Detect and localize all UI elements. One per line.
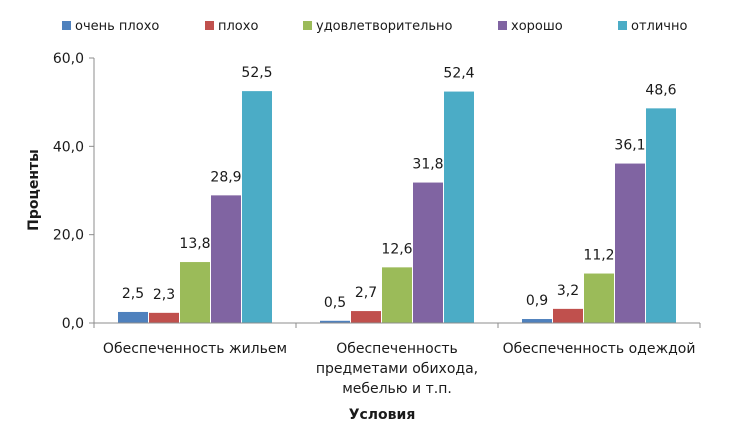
legend-label: удовлетворительно <box>316 19 453 34</box>
y-axis: 0,0 20,0 40,0 60,0 <box>53 51 95 332</box>
legend-swatch <box>618 21 627 30</box>
bar <box>149 312 179 323</box>
bar <box>382 267 412 323</box>
data-label: 31,8 <box>412 157 443 173</box>
legend-label: отлично <box>631 19 687 34</box>
legend-swatch <box>498 21 507 30</box>
bar <box>646 108 676 323</box>
data-label: 13,8 <box>179 236 210 252</box>
legend-swatch <box>303 21 312 30</box>
legend-item: отлично <box>618 19 687 34</box>
bar <box>180 262 210 323</box>
y-tick-label: 0,0 <box>62 316 84 332</box>
data-label: 0,9 <box>526 293 548 309</box>
category-label: Обеспеченность одеждой <box>503 341 696 357</box>
data-label: 3,2 <box>557 283 579 299</box>
legend-label: хорошо <box>511 19 563 34</box>
y-tick-label: 40,0 <box>53 139 84 155</box>
bar <box>413 182 443 323</box>
legend-item: плохо <box>205 19 258 34</box>
legend: очень плохо плохо удовлетворительно хорошо о… <box>62 19 687 34</box>
bar <box>584 273 614 323</box>
x-axis-title: Условия <box>349 407 416 423</box>
data-label: 28,9 <box>210 169 241 185</box>
plot-area: 2,5 2,3 13,8 28,9 52,5 0,5 2,7 12,6 31,8 52,4 0,9 3… <box>118 65 677 323</box>
legend-item: хорошо <box>498 19 563 34</box>
legend-swatch <box>205 21 214 30</box>
data-label: 0,5 <box>324 295 346 311</box>
bar <box>242 91 272 323</box>
y-tick-label: 60,0 <box>53 51 84 67</box>
legend-swatch <box>62 21 71 30</box>
bar <box>522 319 552 323</box>
data-label: 52,5 <box>241 65 272 81</box>
category-label: Обеспеченность предметами обихода, мебелью… <box>316 341 478 397</box>
bar <box>444 91 474 323</box>
data-label: 52,4 <box>443 66 474 82</box>
data-label: 2,5 <box>122 286 144 302</box>
legend-label: плохо <box>218 19 258 34</box>
data-label: 12,6 <box>381 241 412 257</box>
bar <box>553 308 583 323</box>
legend-item: удовлетворительно <box>303 19 453 34</box>
bar <box>320 320 350 323</box>
data-label: 2,7 <box>355 285 377 301</box>
x-axis: Обеспеченность жильем Обеспеченность предм… <box>93 322 701 397</box>
bar <box>211 195 241 323</box>
category-label: Обеспеченность жильем <box>103 341 287 357</box>
data-label: 11,2 <box>583 248 614 264</box>
legend-item: очень плохо <box>62 19 159 34</box>
data-label: 2,3 <box>153 287 175 303</box>
bar <box>118 311 148 323</box>
legend-label: очень плохо <box>75 19 159 34</box>
data-label: 48,6 <box>645 82 676 98</box>
y-axis-title: Проценты <box>26 149 42 231</box>
y-tick-label: 20,0 <box>53 228 84 244</box>
bar <box>351 311 381 323</box>
bar <box>615 163 645 323</box>
data-label: 36,1 <box>614 138 645 154</box>
